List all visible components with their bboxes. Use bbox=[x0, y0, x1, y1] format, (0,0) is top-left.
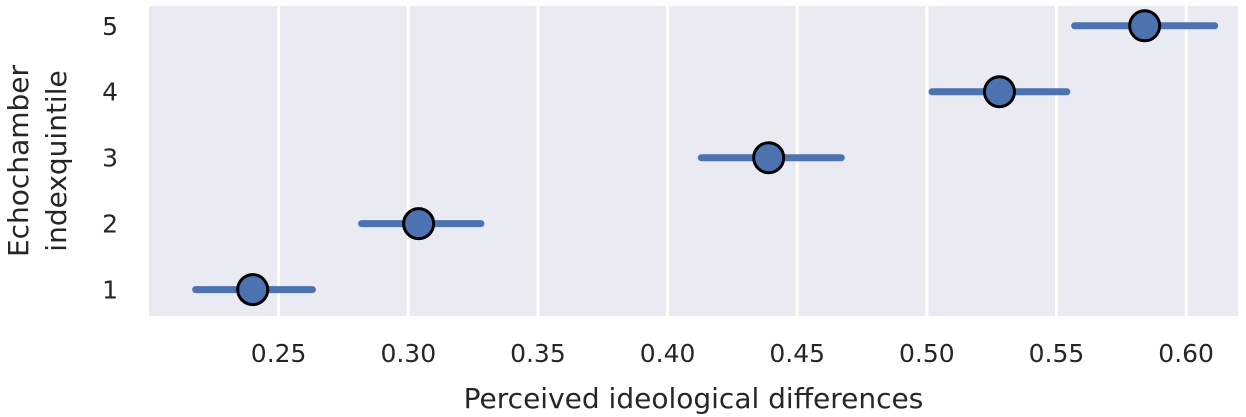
y-tick-label-1: 2 bbox=[102, 210, 118, 239]
x-tick-label-3: 0.40 bbox=[640, 339, 696, 368]
x-tick-label-1: 0.30 bbox=[380, 339, 436, 368]
x-tick-label-0: 0.25 bbox=[251, 339, 307, 368]
y-tick-label-3: 4 bbox=[102, 78, 118, 107]
x-tick-label-4: 0.45 bbox=[769, 339, 825, 368]
point-2 bbox=[402, 207, 436, 241]
plot-background bbox=[149, 6, 1238, 316]
x-tick-label-2: 0.35 bbox=[510, 339, 566, 368]
y-axis-ticks: 1 2 3 4 5 bbox=[102, 12, 118, 305]
data-marks bbox=[192, 9, 1219, 307]
x-tick-label-6: 0.55 bbox=[1029, 339, 1085, 368]
y-axis-label-line-2: indexquintile bbox=[40, 70, 73, 251]
point-5 bbox=[1128, 9, 1162, 43]
point-4 bbox=[982, 75, 1016, 109]
point-1 bbox=[236, 273, 270, 307]
y-tick-label-0: 1 bbox=[102, 276, 118, 305]
x-tick-label-7: 0.60 bbox=[1158, 339, 1214, 368]
y-tick-label-2: 3 bbox=[102, 144, 118, 173]
x-tick-label-5: 0.50 bbox=[899, 339, 955, 368]
x-axis-ticks: 0.25 0.30 0.35 0.40 0.45 0.50 0.55 0.60 bbox=[251, 339, 1214, 368]
point-3 bbox=[752, 141, 786, 175]
y-tick-label-4: 5 bbox=[102, 12, 118, 41]
x-axis-label: Perceived ideological differences bbox=[464, 382, 924, 415]
y-axis-label-line-1: Echochamber bbox=[2, 64, 35, 257]
